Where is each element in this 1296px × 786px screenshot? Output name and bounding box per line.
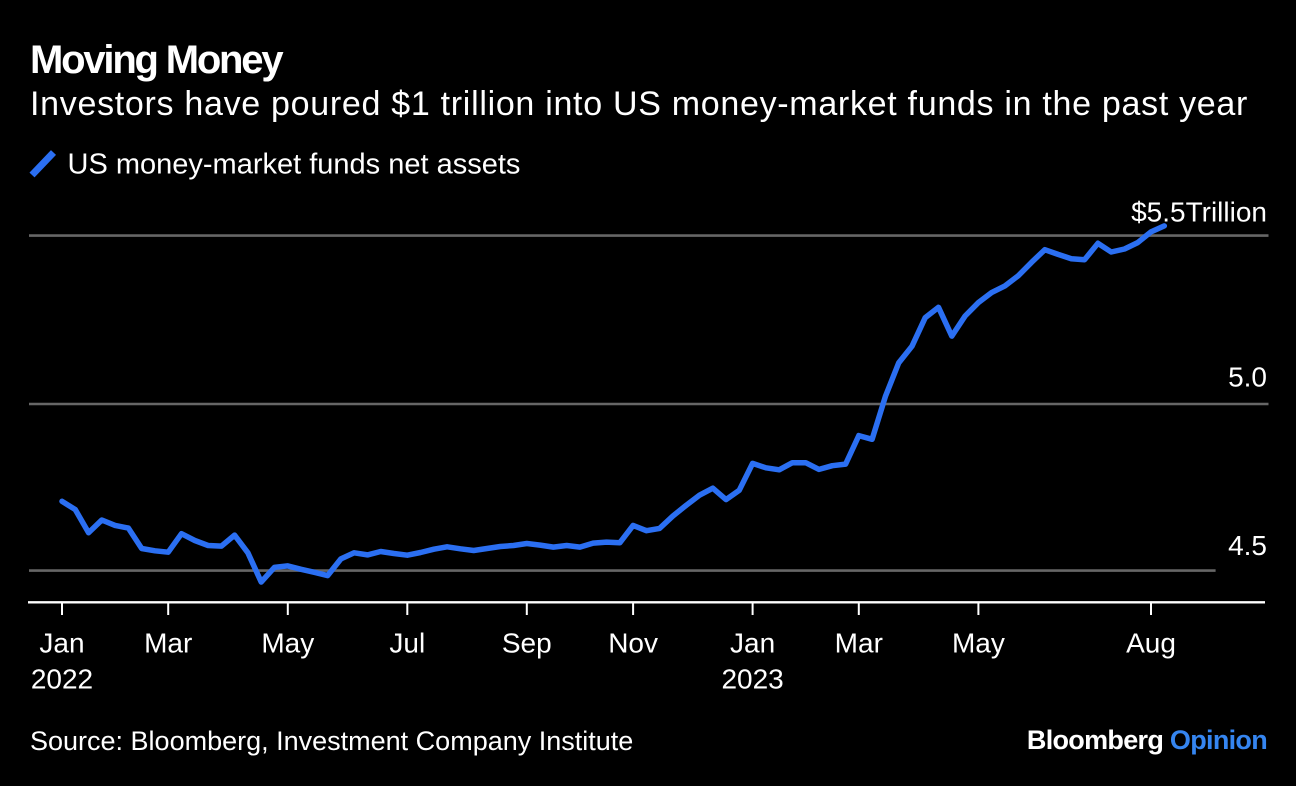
svg-text:May: May — [952, 628, 1005, 659]
svg-text:May: May — [261, 628, 314, 659]
svg-text:5.0: 5.0 — [1228, 362, 1267, 393]
svg-text:Investors have poured $1 trill: Investors have poured $1 trillion into U… — [30, 85, 1248, 123]
svg-text:Aug: Aug — [1126, 628, 1176, 659]
svg-text:Jan: Jan — [730, 628, 775, 659]
svg-text:2023: 2023 — [721, 664, 783, 695]
svg-text:US money-market funds net asse: US money-market funds net assets — [68, 149, 521, 181]
svg-text:$5.5Trillion: $5.5Trillion — [1131, 197, 1267, 228]
svg-text:Bloomberg Opinion: Bloomberg Opinion — [1027, 725, 1267, 755]
svg-text:Source: Bloomberg, Investment: Source: Bloomberg, Investment Company In… — [30, 726, 633, 756]
svg-text:Moving Money: Moving Money — [30, 38, 284, 82]
svg-text:Nov: Nov — [608, 628, 658, 659]
svg-text:Sep: Sep — [502, 628, 552, 659]
svg-text:Jan: Jan — [39, 628, 84, 659]
svg-text:2022: 2022 — [31, 664, 93, 695]
svg-text:Jul: Jul — [389, 628, 425, 659]
svg-text:Mar: Mar — [144, 628, 192, 659]
svg-text:Mar: Mar — [835, 628, 883, 659]
svg-text:4.5: 4.5 — [1228, 530, 1267, 561]
